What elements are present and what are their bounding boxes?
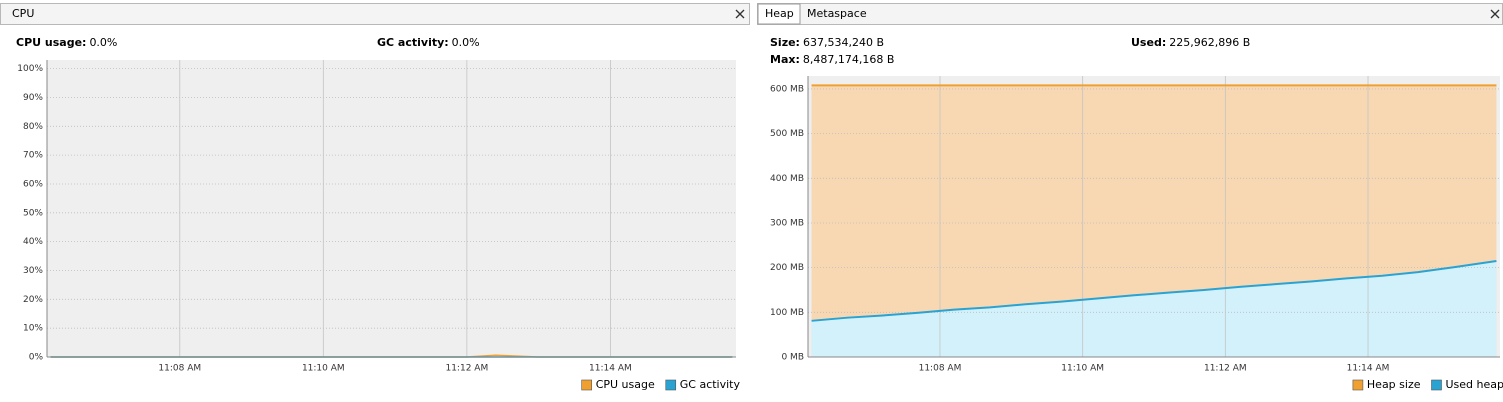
x-tick-label: 11:08 AM xyxy=(158,364,201,374)
x-tick-label: 11:14 AM xyxy=(1347,364,1390,374)
y-tick-label: 50% xyxy=(23,208,43,218)
x-tick-label: 11:10 AM xyxy=(1061,364,1104,374)
y-tick-label: 300 MB xyxy=(770,218,804,228)
x-tick-label: 11:12 AM xyxy=(1204,364,1247,374)
y-tick-label: 100% xyxy=(17,64,43,74)
stat-value: 0.0% xyxy=(89,36,117,49)
tab[interactable]: Heap xyxy=(765,7,794,20)
y-tick-label: 80% xyxy=(23,122,43,132)
y-tick-label: 70% xyxy=(23,151,43,161)
y-tick-label: 100 MB xyxy=(770,308,804,318)
series-line xyxy=(811,259,1497,322)
y-tick-label: 60% xyxy=(23,179,43,189)
close-button[interactable] xyxy=(735,9,745,19)
stat: CPU usage: 0.0% xyxy=(16,36,117,49)
tab[interactable]: CPU xyxy=(12,7,34,20)
stat-label: Used: xyxy=(1131,36,1166,49)
stat: Max: 8,487,174,168 B xyxy=(770,53,894,66)
close-button[interactable] xyxy=(1490,9,1500,19)
tab-selected xyxy=(757,3,801,25)
x-tick-label: 11:12 AM xyxy=(445,364,488,374)
stat-value: 8,487,174,168 B xyxy=(803,53,895,66)
stat-value: 637,534,240 B xyxy=(803,36,884,49)
y-tick-label: 0 MB xyxy=(781,353,804,363)
y-tick-label: 0% xyxy=(29,353,44,363)
y-tick-label: 30% xyxy=(23,266,43,276)
stat-label: Max: xyxy=(770,53,800,66)
y-tick-label: 400 MB xyxy=(770,174,804,184)
stat-label: CPU usage: xyxy=(16,36,86,49)
y-tick-label: 200 MB xyxy=(770,263,804,273)
tab-bar xyxy=(0,3,750,25)
tab-bar xyxy=(757,3,1503,25)
stat-value: 0.0% xyxy=(452,36,480,49)
stat: Used: 225,962,896 B xyxy=(1131,36,1250,49)
y-tick-label: 40% xyxy=(23,237,43,247)
legend-swatch xyxy=(1431,379,1442,391)
y-tick-label: 600 MB xyxy=(770,84,804,94)
legend-swatch xyxy=(1352,379,1364,391)
y-tick-label: 500 MB xyxy=(770,129,804,139)
stat: GC activity: 0.0% xyxy=(377,36,480,49)
series-area xyxy=(811,260,1497,357)
legend-label: GC activity xyxy=(680,378,741,391)
stat-label: Size: xyxy=(770,36,800,49)
plot-area xyxy=(47,60,736,357)
x-tick-label: 11:14 AM xyxy=(589,364,632,374)
stat-label: GC activity: xyxy=(377,36,449,49)
y-tick-label: 90% xyxy=(23,93,43,103)
legend-swatch xyxy=(581,379,592,391)
stat: Size: 637,534,240 B xyxy=(770,36,884,49)
stat-value: 225,962,896 B xyxy=(1169,36,1250,49)
tab[interactable]: Metaspace xyxy=(807,7,867,20)
legend-label: Heap size xyxy=(1367,378,1421,391)
legend-label: Used heap xyxy=(1446,378,1503,391)
x-tick-label: 11:08 AM xyxy=(919,364,962,374)
x-tick-label: 11:10 AM xyxy=(302,364,345,374)
legend-swatch xyxy=(665,379,677,391)
y-tick-label: 10% xyxy=(23,324,43,334)
legend-label: CPU usage xyxy=(596,378,655,391)
y-tick-label: 20% xyxy=(23,295,43,305)
